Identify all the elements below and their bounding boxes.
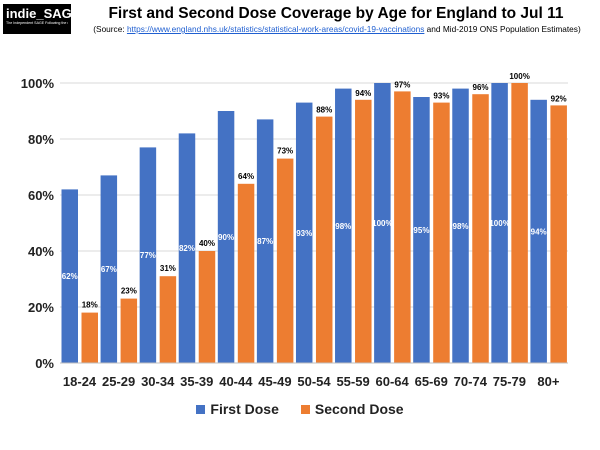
bar-first-dose	[452, 88, 469, 363]
legend-label-second-dose: Second Dose	[314, 401, 404, 417]
legend-swatch-second-dose	[300, 404, 310, 414]
data-label-second-dose: 100%	[509, 72, 529, 81]
data-label-second-dose: 64%	[238, 172, 254, 181]
data-label-first-dose: 77%	[140, 251, 156, 260]
y-tick-label: 60%	[28, 188, 54, 203]
bar-second-dose	[237, 183, 255, 363]
x-tick-label: 75-79	[493, 374, 526, 389]
data-label-second-dose: 23%	[121, 287, 137, 296]
data-label-first-dose: 98%	[453, 222, 469, 231]
x-tick-label: 80+	[537, 374, 559, 389]
data-label-second-dose: 97%	[394, 80, 410, 89]
data-label-first-dose: 98%	[335, 222, 351, 231]
chart-legend: First Dose Second Dose	[0, 401, 600, 417]
data-label-first-dose: 82%	[179, 244, 195, 253]
chart-source: (Source: https://www.england.nhs.uk/stat…	[76, 24, 598, 34]
y-tick-label: 40%	[28, 244, 54, 259]
bar-first-dose	[413, 97, 430, 363]
bar-second-dose	[315, 116, 333, 363]
bar-first-dose	[217, 111, 235, 363]
data-label-second-dose: 73%	[277, 147, 293, 156]
data-label-second-dose: 18%	[82, 301, 98, 310]
logo-name: indie_SAGE	[6, 6, 81, 21]
x-tick-label: 65-69	[415, 374, 448, 389]
x-tick-label: 25-29	[102, 374, 135, 389]
data-label-first-dose: 93%	[296, 229, 312, 238]
bar-first-dose	[491, 83, 508, 363]
bar-first-dose	[335, 88, 352, 363]
bar-first-dose	[139, 147, 157, 363]
data-label-first-dose: 62%	[62, 272, 78, 281]
bar-second-dose	[81, 312, 98, 363]
data-label-first-dose: 87%	[257, 237, 273, 246]
data-label-second-dose: 96%	[473, 83, 489, 92]
data-label-second-dose: 88%	[316, 106, 332, 115]
indie-sage-logo: indie_SAGE The Independent SAGE Followin…	[3, 4, 81, 34]
bar-first-dose	[295, 102, 313, 363]
x-tick-label: 70-74	[454, 374, 488, 389]
data-label-second-dose: 92%	[551, 94, 567, 103]
x-tick-label: 18-24	[63, 374, 97, 389]
source-link[interactable]: https://www.england.nhs.uk/statistics/st…	[126, 24, 425, 34]
legend-second-dose: Second Dose	[300, 401, 404, 417]
bar-second-dose	[550, 105, 567, 364]
legend-first-dose: First Dose	[196, 401, 279, 417]
data-label-second-dose: 31%	[160, 264, 176, 273]
data-label-second-dose: 93%	[433, 92, 449, 101]
source-suffix: and Mid-2019 ONS Population Estimates)	[424, 24, 581, 34]
x-tick-label: 35-39	[180, 374, 213, 389]
bar-second-dose	[511, 83, 528, 363]
bar-second-dose	[433, 102, 450, 363]
bar-second-dose	[120, 298, 138, 363]
x-tick-label: 30-34	[141, 374, 175, 389]
legend-label-first-dose: First Dose	[210, 401, 279, 417]
data-label-second-dose: 94%	[355, 89, 371, 98]
data-label-first-dose: 67%	[101, 265, 117, 274]
data-label-first-dose: 94%	[531, 227, 547, 236]
logo-tagline: The Independent SAGE Following the evide…	[6, 21, 68, 25]
bar-second-dose	[276, 158, 294, 363]
bar-second-dose	[159, 276, 177, 363]
bar-first-dose	[530, 99, 547, 364]
source-prefix: (Source:	[93, 24, 127, 34]
x-tick-label: 50-54	[297, 374, 331, 389]
bar-second-dose	[472, 94, 489, 363]
x-tick-label: 45-49	[258, 374, 291, 389]
data-label-second-dose: 40%	[199, 239, 215, 248]
bar-first-dose	[178, 133, 196, 363]
chart-title: First and Second Dose Coverage by Age fo…	[108, 5, 564, 22]
x-tick-label: 55-59	[336, 374, 369, 389]
bar-first-dose	[100, 175, 118, 363]
data-label-first-dose: 100%	[372, 219, 392, 228]
data-label-first-dose: 95%	[413, 226, 429, 235]
bar-second-dose	[394, 91, 411, 364]
bar-first-dose	[61, 189, 78, 363]
y-tick-label: 0%	[35, 356, 54, 371]
legend-swatch-first-dose	[196, 404, 206, 414]
y-tick-label: 20%	[28, 300, 54, 315]
x-tick-label: 40-44	[219, 374, 253, 389]
x-tick-label: 60-64	[376, 374, 410, 389]
bar-first-dose	[256, 119, 274, 364]
data-label-first-dose: 90%	[218, 233, 234, 242]
y-tick-label: 100%	[21, 76, 55, 91]
data-label-first-dose: 100%	[489, 219, 509, 228]
bar-second-dose	[355, 99, 372, 364]
bar-second-dose	[198, 251, 216, 363]
y-tick-label: 80%	[28, 132, 54, 147]
bar-first-dose	[374, 83, 391, 363]
